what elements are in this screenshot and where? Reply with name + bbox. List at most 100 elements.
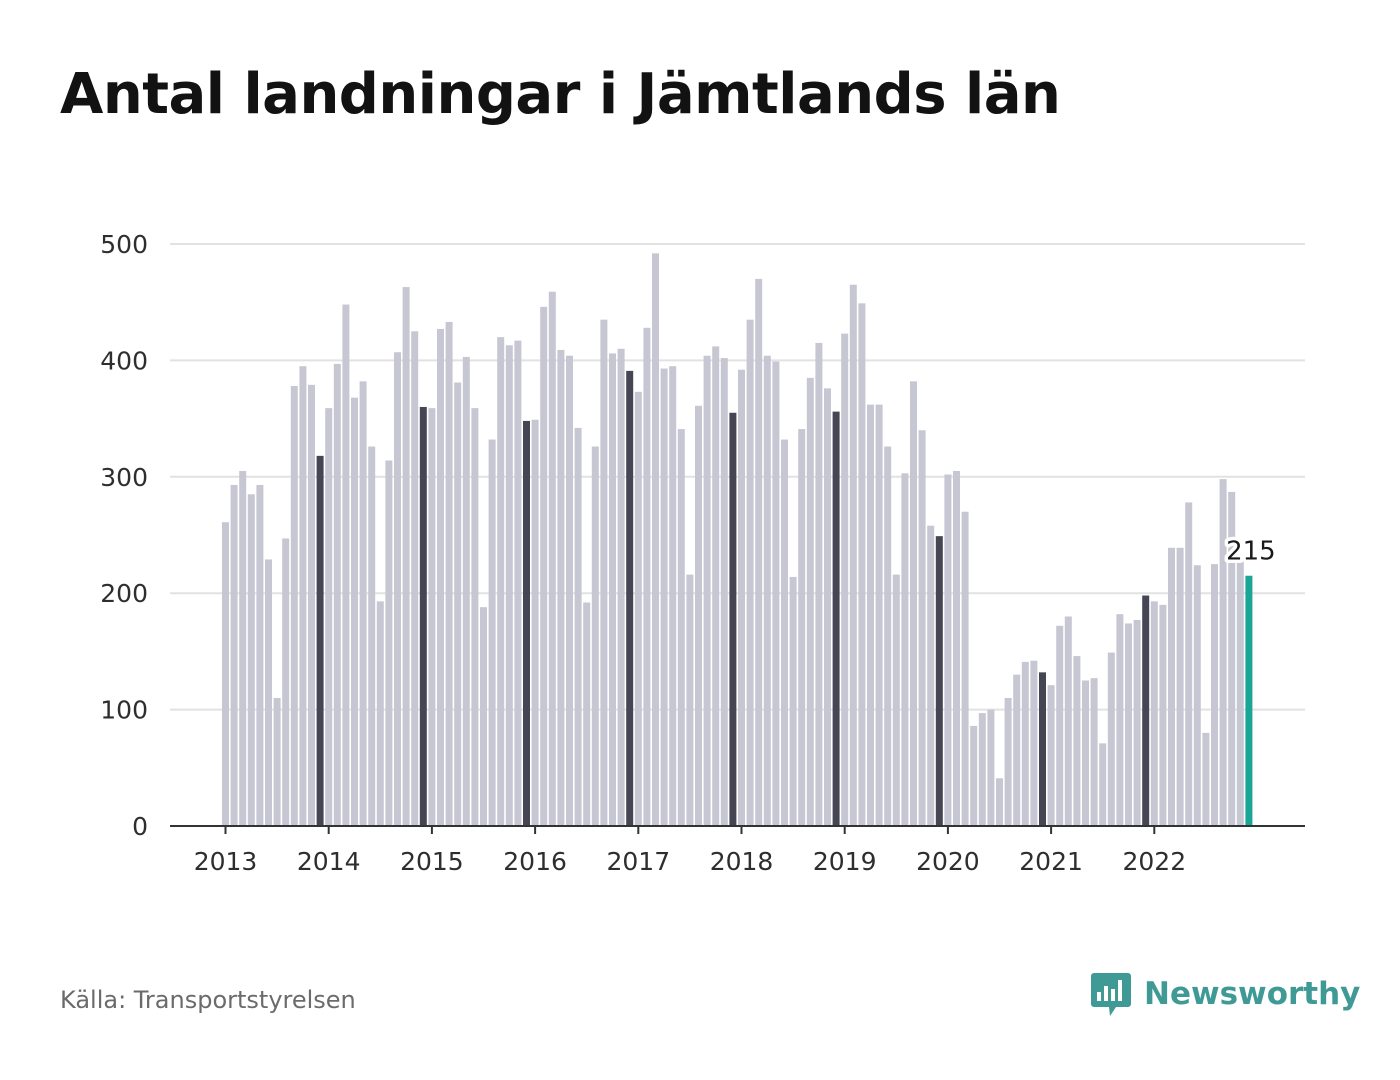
bar	[815, 342, 823, 826]
bar	[591, 446, 599, 826]
grid-lines	[170, 243, 1305, 711]
bar	[428, 408, 436, 826]
bar	[987, 709, 995, 826]
y-tick-label: 400	[100, 346, 148, 375]
bar	[910, 381, 917, 826]
bar	[978, 713, 986, 826]
data-label: 215	[1226, 537, 1276, 567]
bar	[1219, 479, 1227, 826]
bar	[927, 525, 935, 826]
bar	[282, 538, 290, 826]
bar	[634, 391, 642, 826]
bar	[867, 404, 874, 826]
x-tick-label: 2014	[297, 847, 361, 876]
bar	[798, 429, 806, 826]
bar	[1193, 565, 1201, 826]
bar	[1168, 547, 1175, 826]
bar	[462, 356, 470, 826]
bar	[437, 328, 444, 826]
bar	[1211, 564, 1218, 826]
bar	[781, 439, 788, 826]
annotations: 215	[1223, 533, 1280, 570]
x-tick-label: 2016	[503, 847, 567, 876]
bar	[1047, 685, 1055, 826]
bar	[841, 333, 849, 826]
x-tick-label: 2017	[606, 847, 670, 876]
bar	[342, 304, 350, 826]
bar	[1021, 661, 1029, 826]
bar	[729, 412, 737, 826]
bar	[1107, 652, 1115, 826]
bar	[514, 340, 522, 826]
bar	[695, 405, 702, 826]
newsworthy-logo-icon	[1091, 973, 1131, 1016]
bar	[970, 725, 978, 826]
y-tick-label: 300	[100, 463, 148, 492]
bar	[1236, 560, 1244, 826]
bar	[394, 352, 401, 826]
y-axis-ticks: 0 100 200 300 400 500	[100, 230, 148, 841]
bar	[239, 470, 247, 826]
bar	[755, 278, 763, 826]
bar	[1142, 595, 1150, 826]
bar	[480, 607, 487, 826]
page-title: Antal landningar i Jämtlands län	[60, 62, 1061, 127]
bar	[1030, 660, 1038, 826]
bar	[824, 388, 831, 826]
bar	[505, 345, 513, 826]
bar	[273, 697, 281, 826]
bar	[600, 319, 608, 826]
bar	[772, 361, 780, 826]
bar	[574, 427, 582, 826]
bar	[265, 559, 272, 826]
x-tick-label: 2020	[916, 847, 980, 876]
bar	[617, 348, 625, 826]
brand-logo: Newsworthy	[1090, 970, 1360, 1018]
bar	[901, 473, 909, 826]
bar	[402, 287, 410, 826]
bar	[583, 602, 591, 826]
bar	[376, 601, 384, 826]
bar	[1056, 625, 1064, 826]
bar	[316, 455, 324, 826]
bar	[677, 429, 685, 826]
bar	[712, 346, 720, 826]
source-note: Källa: Transportstyrelsen	[60, 986, 356, 1014]
bar	[1090, 678, 1098, 826]
bar	[368, 446, 376, 826]
bar	[471, 408, 479, 826]
bar	[1116, 614, 1124, 826]
bar	[1125, 623, 1132, 826]
bar	[849, 284, 857, 826]
bar	[454, 382, 462, 826]
bar	[1185, 502, 1193, 826]
bar	[720, 358, 728, 826]
bar	[1099, 743, 1107, 826]
bar	[548, 291, 556, 827]
bar	[953, 470, 960, 826]
bar	[1150, 601, 1158, 826]
bar	[1064, 616, 1072, 826]
y-tick-label: 500	[100, 230, 148, 259]
bar	[660, 368, 668, 826]
bar	[222, 522, 229, 826]
bar	[643, 327, 651, 826]
bar	[935, 536, 943, 826]
bar	[1133, 619, 1141, 826]
bar	[686, 574, 694, 826]
bar	[746, 319, 754, 826]
bar	[359, 381, 367, 826]
bar	[944, 474, 952, 826]
bar	[411, 331, 419, 826]
bar	[1082, 680, 1089, 826]
bar	[351, 397, 358, 826]
bar	[1039, 672, 1046, 826]
bar	[1176, 547, 1184, 826]
bar	[1202, 732, 1210, 826]
bar	[299, 366, 307, 826]
bar	[669, 366, 677, 826]
bar	[523, 420, 530, 826]
bar	[1073, 656, 1081, 826]
bar	[531, 419, 539, 826]
